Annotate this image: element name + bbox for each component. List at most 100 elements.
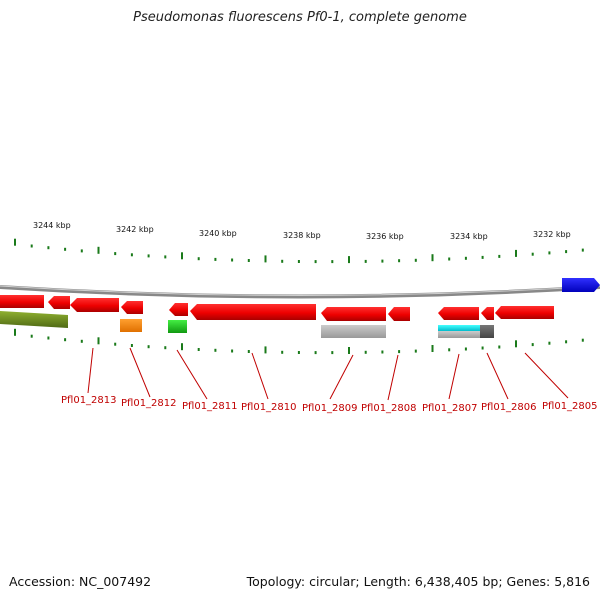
- ruler-tick: [481, 255, 484, 259]
- ruler-tick: [431, 345, 434, 352]
- ruler-tick: [431, 254, 434, 262]
- ruler-tick: [14, 238, 16, 246]
- kbp-label-3242: 3242 kbp: [116, 225, 154, 234]
- gene-arrow-red[interactable]: [169, 303, 188, 316]
- ruler-tick: [14, 328, 16, 336]
- gene-label-pfl01-2810[interactable]: Pfl01_2810: [241, 402, 297, 413]
- ruler-tick: [448, 348, 451, 352]
- ruler-tick: [531, 343, 534, 347]
- gene-label-pfl01-2809[interactable]: Pfl01_2809: [302, 403, 358, 414]
- gene-label-pfl01-2805[interactable]: Pfl01_2805: [542, 401, 598, 412]
- ruler-tick: [97, 246, 100, 254]
- ruler-tick: [381, 259, 384, 263]
- genome-info-text: Topology: circular; Length: 6,438,405 bp…: [246, 574, 590, 589]
- gene-arrow-red[interactable]: [321, 307, 386, 321]
- ruler-tick: [297, 260, 300, 263]
- kbp-label-3234: 3234 kbp: [450, 232, 488, 241]
- ruler-tick: [80, 339, 83, 343]
- ruler-tick: [47, 336, 50, 340]
- ruler-tick: [398, 259, 401, 263]
- ruler-tick: [264, 346, 267, 354]
- kbp-label-3232: 3232 kbp: [533, 230, 571, 239]
- gene-arrow-red[interactable]: [70, 298, 119, 312]
- gene-arrow-red[interactable]: [48, 296, 70, 309]
- ruler-tick: [247, 350, 250, 353]
- leader-line: [129, 347, 151, 398]
- ruler-tick: [181, 252, 183, 260]
- ruler-tick: [548, 251, 551, 255]
- ruler-tick: [214, 257, 217, 261]
- gene-label-pfl01-2806[interactable]: Pfl01_2806: [481, 402, 537, 413]
- gene-feature-cyan[interactable]: [438, 325, 480, 331]
- ruler-tick: [97, 337, 100, 345]
- ruler-tick: [548, 341, 551, 345]
- ruler-tick: [114, 342, 117, 346]
- ruler-tick: [197, 348, 200, 351]
- ruler-tick: [231, 349, 234, 353]
- gene-label-pfl01-2807[interactable]: Pfl01_2807: [422, 403, 478, 414]
- ruler-tick: [581, 248, 584, 252]
- ruler-ticks-bottom: [14, 328, 584, 355]
- gene-arrow-red[interactable]: [438, 307, 479, 320]
- ruler-tick: [147, 345, 150, 349]
- gene-arrow-red[interactable]: [495, 306, 554, 319]
- gene-arrow-red[interactable]: [481, 307, 494, 320]
- gene-feature-gray-small[interactable]: [438, 331, 480, 338]
- gene-feature-dark[interactable]: [480, 325, 494, 338]
- ruler-tick: [398, 350, 401, 354]
- ruler-tick: [147, 254, 150, 258]
- ruler-tick: [364, 259, 367, 263]
- gene-feature-olive[interactable]: [0, 311, 68, 328]
- ruler-tick: [114, 252, 117, 256]
- leader-line: [87, 347, 94, 394]
- ruler-tick: [414, 349, 417, 353]
- ruler-tick: [130, 344, 133, 347]
- leader-line: [176, 349, 208, 400]
- ruler-tick: [164, 346, 167, 350]
- gene-feature-blue[interactable]: [562, 278, 600, 292]
- leader-line: [387, 354, 399, 401]
- gene-arrow-red[interactable]: [0, 295, 44, 308]
- leader-line: [251, 352, 269, 400]
- genome-backbone: [0, 285, 600, 299]
- gene-feature-gray[interactable]: [321, 325, 386, 338]
- ruler-tick: [281, 259, 284, 263]
- gene-label-pfl01-2811[interactable]: Pfl01_2811: [182, 401, 238, 412]
- gene-arrow-red[interactable]: [121, 301, 143, 314]
- ruler-tick: [164, 255, 167, 259]
- kbp-label-3236: 3236 kbp: [366, 232, 404, 241]
- genome-title: Pseudomonas fluorescens Pf0-1, complete …: [133, 10, 467, 25]
- leader-line: [448, 353, 460, 400]
- ruler-tick: [381, 350, 384, 354]
- ruler-tick: [30, 244, 33, 248]
- ruler-tick: [565, 250, 568, 254]
- ruler-tick: [264, 255, 267, 263]
- gene-feature-orange[interactable]: [120, 319, 142, 332]
- gene-arrow-red[interactable]: [388, 307, 410, 321]
- leader-line: [329, 354, 354, 400]
- ruler-tick: [498, 345, 501, 349]
- gene-arrow-red[interactable]: [190, 304, 316, 320]
- gene-label-pfl01-2812[interactable]: Pfl01_2812: [121, 398, 177, 409]
- kbp-label-3244: 3244 kbp: [33, 221, 71, 230]
- ruler-tick: [80, 249, 83, 253]
- leader-line: [486, 352, 509, 400]
- kbp-label-3240: 3240 kbp: [199, 229, 237, 238]
- leader-line: [524, 352, 569, 399]
- ruler-tick: [181, 343, 183, 351]
- gene-feature-green[interactable]: [168, 320, 187, 333]
- ruler-tick: [281, 350, 284, 354]
- ruler-tick: [464, 347, 467, 351]
- ruler-tick: [581, 338, 584, 342]
- ruler-tick: [47, 246, 50, 250]
- ruler-tick: [348, 256, 350, 264]
- gene-label-pfl01-2813[interactable]: Pfl01_2813: [61, 395, 117, 406]
- kbp-label-3238: 3238 kbp: [283, 231, 321, 240]
- ruler-tick: [515, 249, 517, 257]
- gene-label-pfl01-2808[interactable]: Pfl01_2808: [361, 403, 417, 414]
- ruler-tick: [331, 351, 334, 355]
- ruler-tick: [448, 257, 451, 261]
- accession-text: Accession: NC_007492: [9, 574, 152, 589]
- ruler-tick: [30, 334, 33, 338]
- ruler-tick: [515, 340, 517, 348]
